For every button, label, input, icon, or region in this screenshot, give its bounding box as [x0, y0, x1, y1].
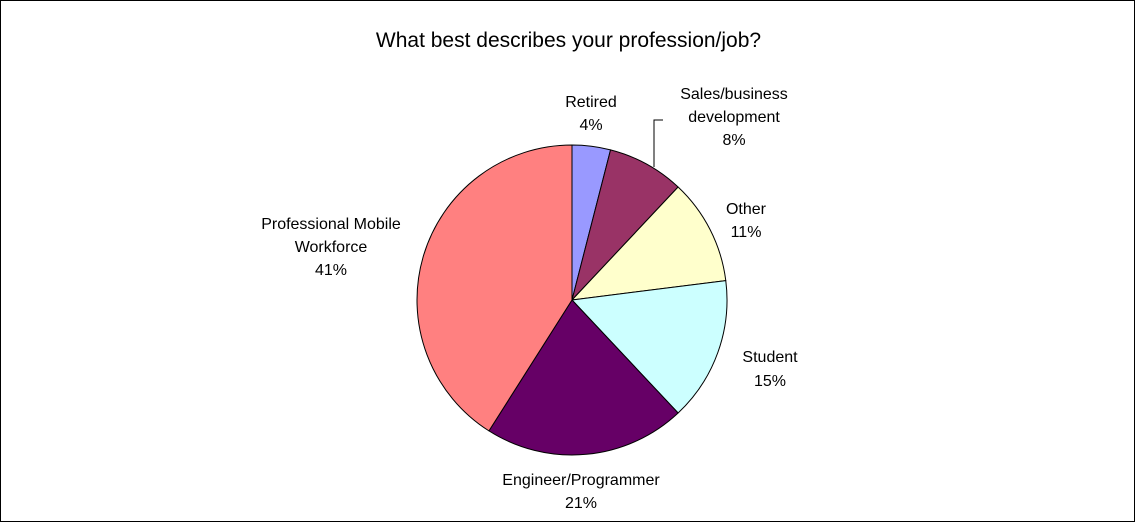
slice-percent-2: 11%: [731, 224, 762, 241]
slice-name-5: Workforce: [295, 239, 368, 256]
slice-label-5: Professional Mobile Workforce 41%: [261, 216, 401, 279]
slice-percent-3: 15%: [754, 373, 786, 390]
slice-label-1: Sales/business development 8%: [680, 86, 788, 149]
pie-slice-4: [488, 299, 679, 456]
pie-slice-5: [416, 144, 573, 432]
slice-label-0: Retired 4%: [565, 94, 617, 134]
pie-slice-2: [571, 186, 727, 301]
slice-name-2: Other: [726, 201, 767, 218]
slice-name-3: Student: [742, 349, 798, 366]
slice-name-1: development: [688, 109, 780, 126]
slice-percent-1: 8%: [722, 132, 745, 149]
slice-name-5: Professional Mobile: [261, 216, 401, 233]
leader-line-1: [653, 119, 663, 167]
chart-title: What best describes your profession/job?: [375, 29, 762, 52]
slice-name-4: Engineer/Programmer: [502, 472, 660, 489]
slice-label-3: Student 15%: [742, 349, 798, 390]
pie-slice-3: [571, 280, 728, 414]
slice-name-0: Retired: [565, 94, 617, 111]
slice-name-1: Sales/business: [680, 86, 788, 103]
slice-percent-4: 21%: [565, 495, 597, 512]
slice-percent-0: 4%: [579, 117, 602, 134]
slice-percent-5: 41%: [315, 262, 347, 279]
slice-label-2: Other 11%: [726, 201, 767, 241]
slice-label-4: Engineer/Programmer 21%: [502, 472, 660, 512]
